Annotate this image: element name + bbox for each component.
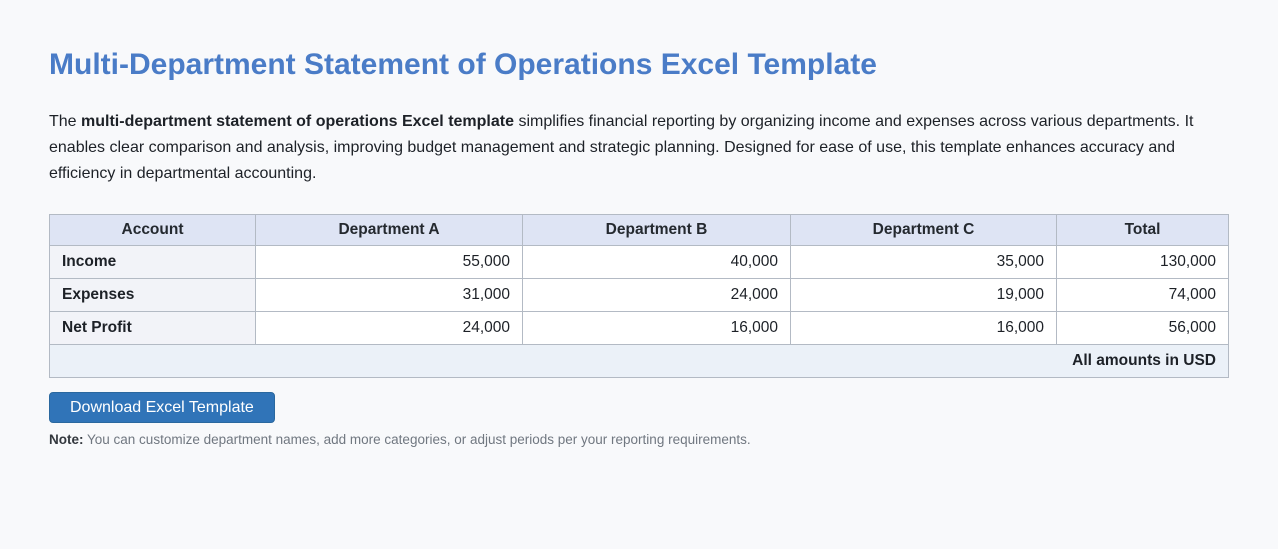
- table-footer-note: All amounts in USD: [49, 343, 1229, 378]
- column-header-total: Total: [1056, 213, 1229, 246]
- intro-paragraph: The multi-department statement of operat…: [49, 109, 1209, 187]
- cell-net-profit-total: 56,000: [1056, 310, 1229, 345]
- page: Multi-Department Statement of Operations…: [0, 48, 1278, 449]
- cell-expenses-dept-a: 31,000: [255, 277, 523, 312]
- intro-bold-phrase: multi-department statement of operations…: [81, 112, 514, 130]
- table-row-expenses: Expenses 31,000 24,000 19,000 74,000: [49, 277, 1229, 312]
- note-text: You can customize department names, add …: [83, 431, 751, 447]
- intro-suffix: simplifies financial reporting by organi…: [49, 112, 1194, 182]
- cell-expenses-dept-b: 24,000: [522, 277, 791, 312]
- intro-prefix: The: [49, 112, 82, 130]
- cell-net-profit-dept-c: 16,000: [790, 310, 1057, 345]
- download-excel-button[interactable]: Download Excel Template: [49, 391, 275, 423]
- column-header-department-c: Department C: [790, 213, 1057, 246]
- note-label: Note:: [49, 431, 84, 447]
- operations-table: Account Department A Department B Depart…: [49, 213, 1229, 378]
- cell-net-profit-dept-b: 16,000: [522, 310, 791, 345]
- cell-income-dept-b: 40,000: [522, 244, 791, 279]
- row-label-expenses: Expenses: [49, 277, 256, 312]
- column-header-department-a: Department A: [255, 213, 523, 246]
- column-header-account: Account: [49, 213, 256, 246]
- page-title: Multi-Department Statement of Operations…: [49, 48, 877, 81]
- table-header-row: Account Department A Department B Depart…: [49, 213, 1229, 246]
- table-row-net-profit: Net Profit 24,000 16,000 16,000 56,000: [49, 310, 1229, 345]
- cell-income-dept-c: 35,000: [790, 244, 1057, 279]
- table-row-income: Income 55,000 40,000 35,000 130,000: [49, 244, 1229, 279]
- cell-expenses-dept-c: 19,000: [790, 277, 1057, 312]
- cell-income-total: 130,000: [1056, 244, 1229, 279]
- cell-net-profit-dept-a: 24,000: [255, 310, 523, 345]
- note-line: Note: You can customize department names…: [49, 431, 1229, 449]
- row-label-income: Income: [49, 244, 256, 279]
- row-label-net-profit: Net Profit: [49, 310, 256, 345]
- column-header-department-b: Department B: [522, 213, 791, 246]
- cell-income-dept-a: 55,000: [255, 244, 523, 279]
- table-footer-row: All amounts in USD: [49, 343, 1229, 378]
- cell-expenses-total: 74,000: [1056, 277, 1229, 312]
